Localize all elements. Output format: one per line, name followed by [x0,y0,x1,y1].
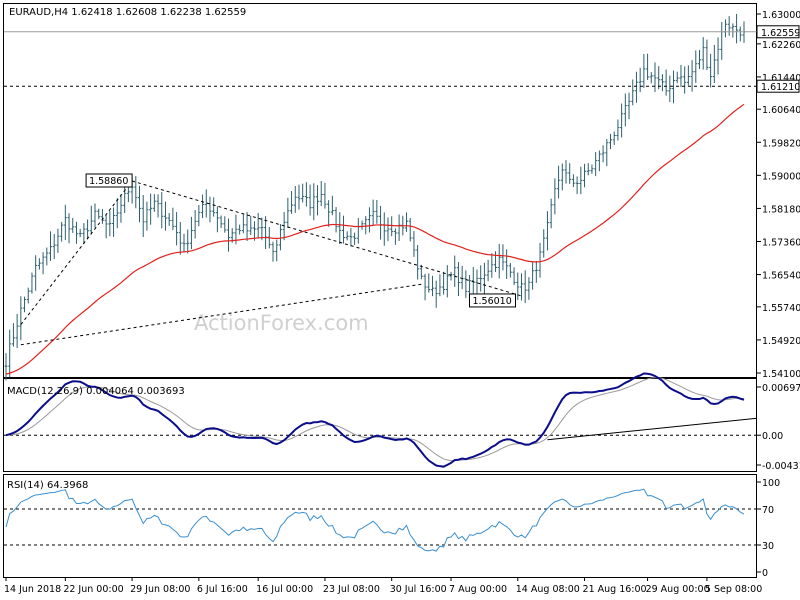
price-annotation-box [85,173,133,188]
time-axis-label: 21 Aug 16:00 [583,584,647,595]
macd-series [4,372,758,468]
level-price-tag: 1.61210 [761,82,800,93]
axes: 1.63000 1.62260 1.61440 1.60640 1.59820 1.590… [4,10,800,595]
rsi-pane-frame [3,474,757,578]
price-axis-label: 1.62260 [762,40,800,51]
price-axis-label: 1.54100 [762,369,800,380]
macd-axis-label: 0.00 [762,431,783,442]
price-header: EURAUD,H4 1.62418 1.62608 1.62238 1.6255… [9,7,246,18]
macd-signal-line [5,377,745,462]
rsi-line [5,488,745,552]
dashed-trendline [20,283,422,346]
time-axis-label: 22 Jun 00:00 [63,584,123,595]
dashed-trendline [20,180,133,325]
time-axis-label: 16 Jul 00:00 [256,584,313,595]
price-pane-frame [3,3,757,378]
price-annotation-box [468,293,516,308]
time-axis-label: 29 Aug 00:00 [646,584,710,595]
time-axis-label: 30 Jul 16:00 [390,584,447,595]
price-axis-label: 1.55740 [762,303,800,314]
time-axis-label: 14 Jun 2018 [4,584,61,595]
price-series: 1.58860 1.56010 [4,13,757,381]
macd-line [5,372,745,468]
price-annotation-label: 1.58860 [89,176,128,187]
rsi-axis-label: 0 [762,568,768,579]
moving-average-line [5,103,745,375]
macd-title: MACD(12,26,9) 0.004064 0.003693 [7,386,185,397]
price-axis-label: 1.59000 [762,171,800,182]
time-axis-label: 6 Jul 16:00 [197,584,248,595]
current-price-tag: 1.62559 [761,28,800,39]
current-price-tag-box [756,25,800,39]
time-axis-label: 23 Jul 08:00 [323,584,380,595]
price-axis-label: 1.57360 [762,238,800,249]
macd-trendline [547,417,758,441]
price-axis-label: 1.56540 [762,271,800,282]
rsi-axis-label: 30 [762,541,774,552]
macd-axis-label: 0.006976 [762,383,800,394]
dashed-trendline [131,180,522,297]
rsi-series [4,488,757,552]
macd-pane-frame [3,378,757,472]
level-price-tag-box [756,79,800,93]
price-annotation-label: 1.56010 [472,296,511,307]
price-axis-label: 1.63000 [762,10,800,21]
price-axis-label: 1.58180 [762,204,800,215]
time-axis-label: 14 Aug 08:00 [516,584,580,595]
time-axis-label: 5 Sep 08:00 [705,584,762,595]
rsi-title: RSI(14) 64.3968 [7,480,88,491]
price-axis-label: 1.59820 [762,138,800,149]
rsi-axis-label: 100 [762,478,780,489]
time-axis-label: 7 Aug 00:00 [449,584,507,595]
price-axis-label: 1.61440 [762,73,800,84]
rsi-axis-label: 70 [762,505,774,516]
price-axis-label: 1.60640 [762,105,800,116]
price-axis-label: 1.54920 [762,336,800,347]
watermark: ActionForex.com [194,311,369,335]
time-axis-label: 29 Jun 08:00 [130,584,190,595]
